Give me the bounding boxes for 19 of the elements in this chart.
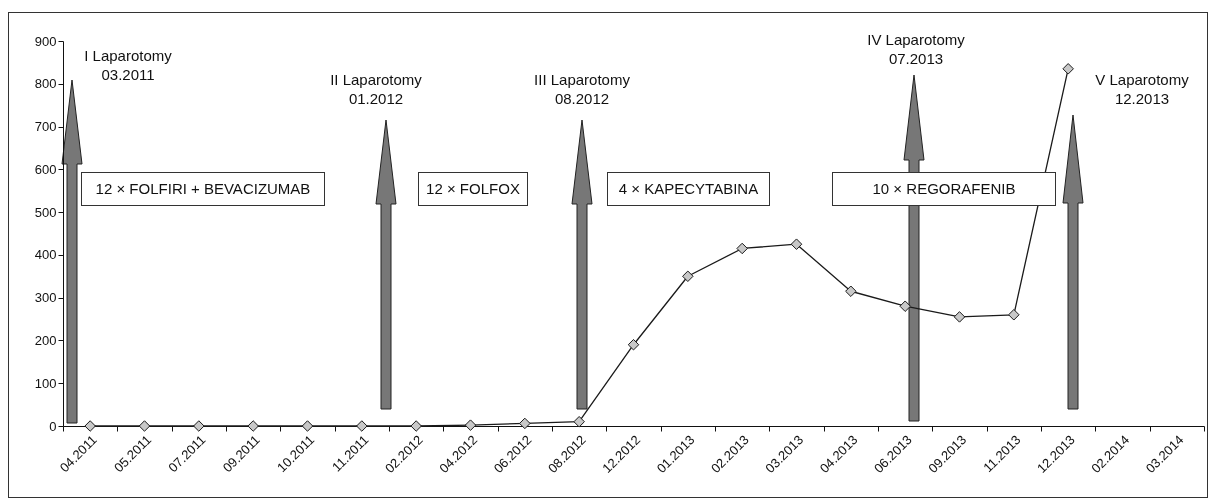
annotation: IV Laparotomy 07.2013 xyxy=(867,30,965,68)
y-tick-label: 900 xyxy=(34,33,57,49)
y-tick-label: 500 xyxy=(34,204,57,220)
y-tick-label: 400 xyxy=(34,247,57,263)
annotation: I Laparotomy 03.2011 xyxy=(84,46,172,84)
y-tick-label: 0 xyxy=(49,418,57,434)
text-box: 12 × FOLFIRI + BEVACIZUMAB xyxy=(81,172,325,206)
text-box: 12 × FOLFOX xyxy=(418,172,528,206)
y-tick-label: 800 xyxy=(34,76,57,92)
y-tick-label: 600 xyxy=(34,161,57,177)
y-tick-label: 700 xyxy=(34,119,57,135)
annotation: II Laparotomy 01.2012 xyxy=(330,70,422,108)
text-box: 4 × KAPECYTABINA xyxy=(607,172,770,206)
y-tick-label: 200 xyxy=(34,332,57,348)
annotation: III Laparotomy 08.2012 xyxy=(534,70,630,108)
y-tick-label: 100 xyxy=(34,375,57,391)
annotation: V Laparotomy 12.2013 xyxy=(1095,70,1189,108)
y-tick-label: 300 xyxy=(34,290,57,306)
text-box: 10 × REGORAFENIB xyxy=(832,172,1056,206)
